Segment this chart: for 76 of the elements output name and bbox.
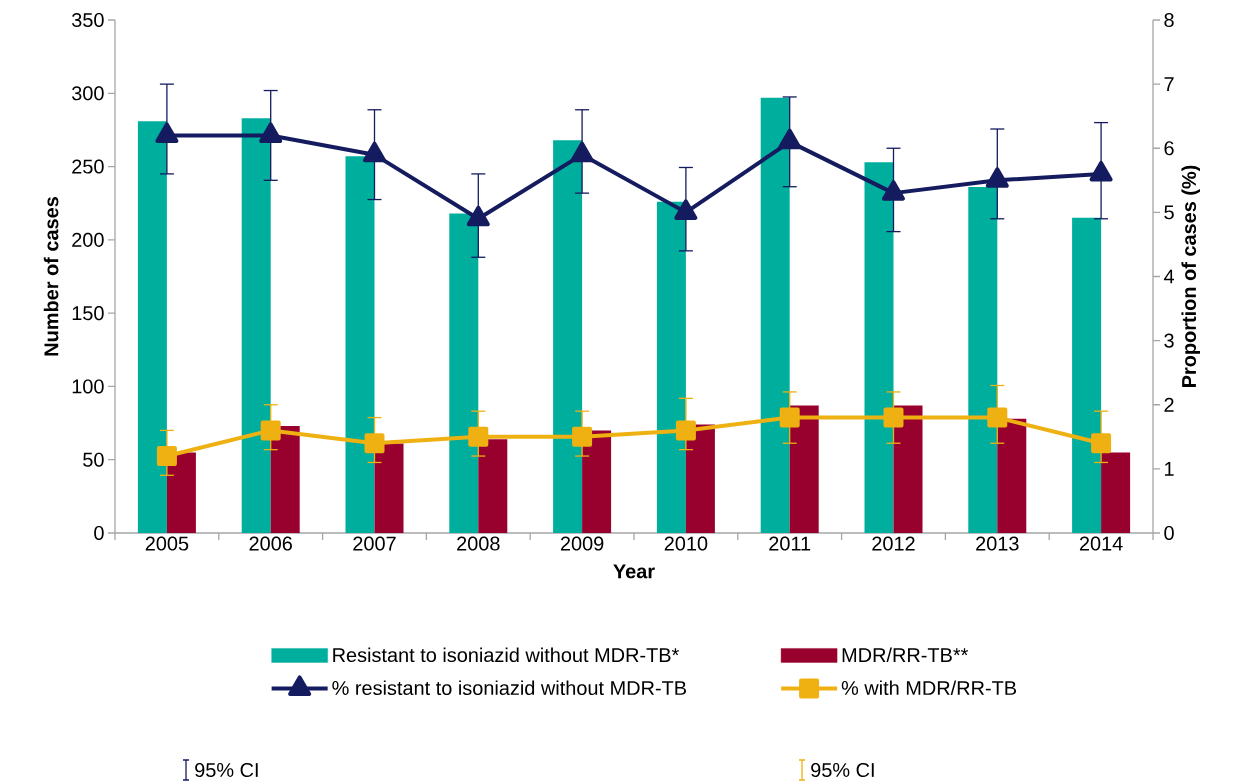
bar [656, 201, 686, 533]
x-tick-label: 2012 [872, 536, 915, 551]
point [881, 180, 906, 201]
point [364, 433, 385, 454]
x-tick-label: 2007 [353, 536, 396, 551]
point [883, 407, 904, 428]
x-tick-label: 2008 [457, 536, 500, 551]
point [779, 407, 800, 428]
point [985, 167, 1009, 188]
point [674, 199, 698, 220]
bar [553, 140, 583, 533]
bar [345, 156, 375, 533]
bar [582, 430, 612, 533]
point [155, 122, 179, 143]
y-tick-label: 0 [94, 525, 104, 541]
legend-label: Resistant to isoniazid without MDR-TB* [333, 647, 679, 663]
bar [864, 162, 894, 533]
y2-tick-label: 1 [1165, 462, 1174, 476]
bar [449, 213, 479, 533]
y2-tick-label: 0 [1164, 525, 1174, 541]
y2-tick-label: 6 [1164, 141, 1174, 156]
x-tick-label: 2006 [249, 536, 292, 551]
bar [270, 426, 300, 533]
legend-label: % with MDR/RR-TB [841, 680, 1017, 696]
point [260, 420, 281, 441]
y-tick-label: 200 [72, 232, 104, 247]
bar [1072, 217, 1102, 533]
y2-tick-label: 8 [1164, 12, 1174, 28]
y-tick-label: 50 [83, 452, 104, 467]
y2-axis-title: Proportion of cases (%) [1181, 165, 1201, 387]
bar [789, 405, 819, 533]
x-axis-title: Year [613, 564, 655, 579]
point [778, 128, 802, 150]
point [468, 426, 489, 447]
bar [374, 443, 404, 533]
bar [760, 97, 790, 533]
point [466, 205, 490, 227]
text: 95% CI [811, 762, 874, 778]
x-tick-label: 2009 [560, 536, 604, 551]
point [570, 141, 594, 163]
bar [685, 424, 715, 533]
y2-tick-label: 4 [1163, 269, 1175, 284]
point [362, 141, 387, 163]
bar [478, 439, 508, 533]
y-tick-label: 250 [72, 159, 104, 174]
bar [166, 452, 196, 533]
legend-label: % resistant to isoniazid without MDR-TB [332, 680, 686, 696]
point [1091, 433, 1112, 454]
y-tick-label: 350 [72, 12, 104, 28]
x-tick-label: 2005 [145, 536, 189, 551]
y2-tick-label: 2 [1164, 397, 1174, 412]
point [572, 426, 593, 447]
y2-tick-label: 3 [1164, 333, 1174, 348]
bar [997, 418, 1027, 533]
x-tick-label: 2013 [976, 536, 1019, 551]
x-tick-label: 2011 [769, 536, 811, 551]
y-tick-label: 100 [72, 379, 104, 394]
bar [1101, 452, 1131, 533]
point [156, 446, 177, 467]
y-tick-label: 300 [72, 86, 104, 101]
legend-label: MDR/RR-TB** [842, 647, 969, 663]
x-tick-label: 2010 [664, 536, 708, 551]
point [675, 420, 696, 441]
y-tick-label: 150 [72, 306, 104, 321]
x-tick-label: 2014 [1079, 536, 1123, 551]
bar [968, 187, 998, 533]
bar [893, 405, 923, 533]
point [1089, 160, 1113, 182]
y2-tick-label: 5 [1164, 205, 1174, 220]
text: 95% CI [195, 762, 258, 778]
bar [137, 121, 167, 533]
y-axis-title: Number of cases [43, 197, 59, 356]
y2-tick-label: 7 [1164, 77, 1174, 91]
point [987, 407, 1008, 428]
bar [241, 118, 271, 533]
point [259, 122, 283, 143]
